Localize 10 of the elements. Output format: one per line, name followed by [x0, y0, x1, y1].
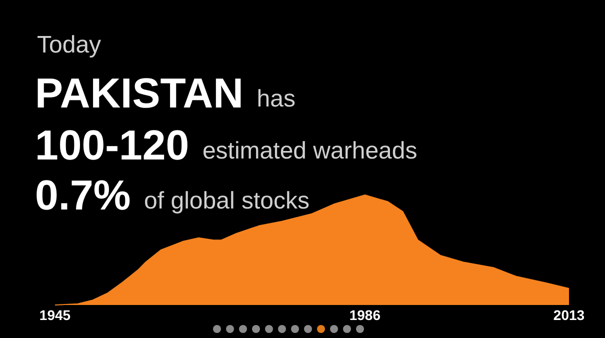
annotation: of global stocks [130, 188, 310, 214]
text: 100-120 [35, 122, 190, 168]
text: has [243, 86, 296, 112]
chart-title: Today [37, 32, 102, 58]
text: estimated warheads [189, 138, 418, 164]
annotation: 0.7% [35, 172, 131, 218]
text: PAKISTAN [35, 70, 244, 116]
x-tick-label: 2013 [553, 307, 585, 323]
x-tick-label: 1986 [349, 307, 381, 323]
x-tick-label: 1945 [39, 307, 71, 323]
